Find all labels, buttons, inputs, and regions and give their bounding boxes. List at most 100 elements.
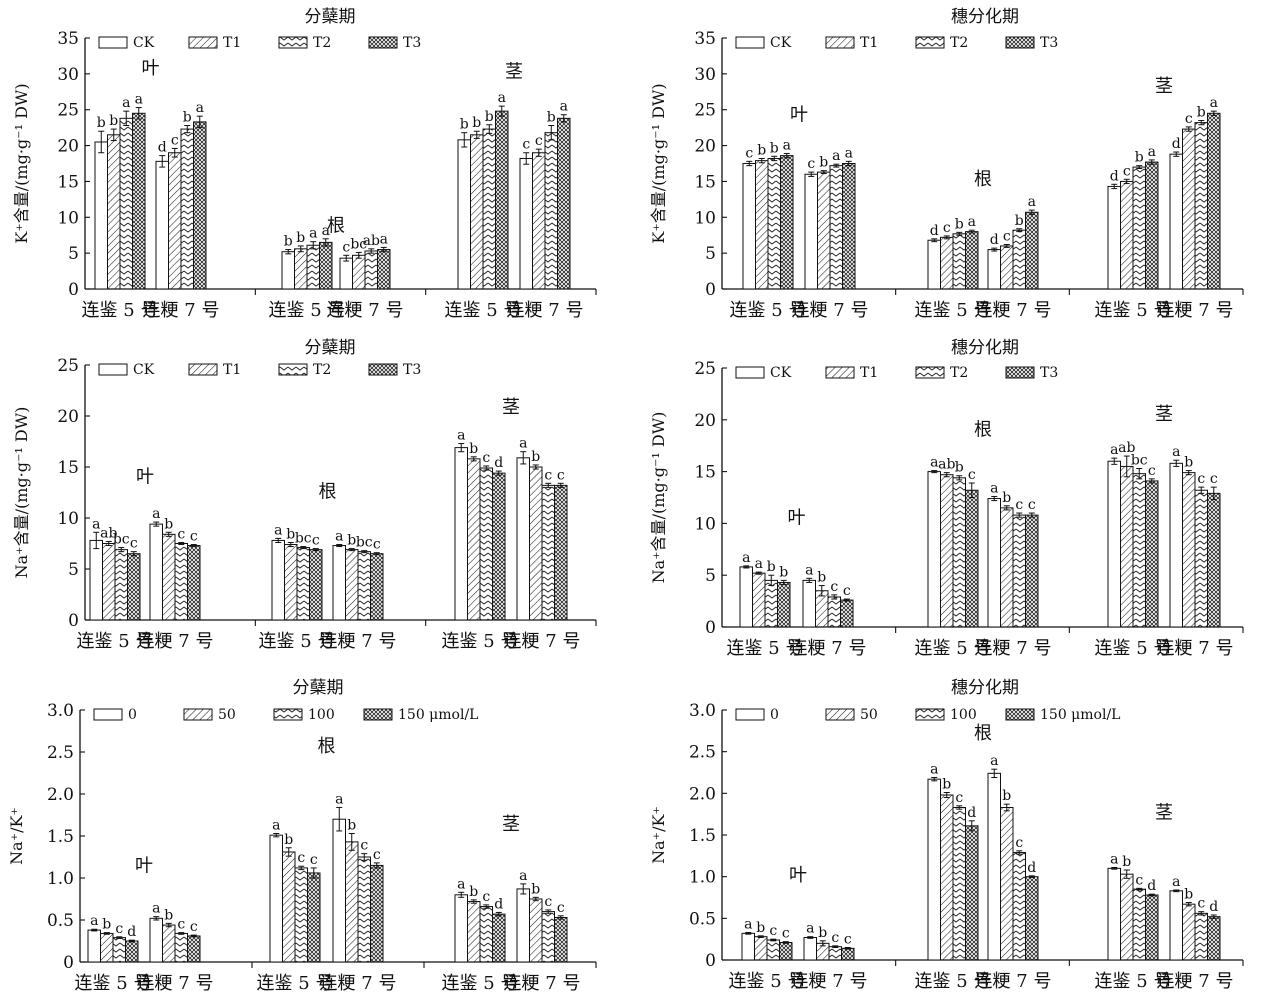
chart-title: 分蘖期 [305,338,356,358]
significance-letter: c [1210,471,1218,487]
y-tick-label: 10 [694,514,716,534]
significance-letter: a [832,148,840,164]
bar [127,553,141,621]
y-tick-label: 0 [68,280,79,300]
y-tick-label: 1.0 [689,868,716,888]
significance-letter: bc [356,535,373,551]
x-category-label: 连鉴 5 号 [1095,300,1172,321]
significance-letter: a [152,506,160,522]
legend-swatch [825,36,855,49]
significance-letter: b [547,109,556,125]
bar [339,257,353,290]
legend-swatch [273,708,303,721]
significance-letter: b [818,925,827,941]
y-axis-label: Na⁺含量/(mg·g⁻¹ DW) [12,407,31,579]
significance-letter: a [196,100,204,116]
bar [541,484,555,621]
x-category-label: 连粳 7 号 [327,300,404,321]
x-category-label: 连鉴 5 号 [727,638,804,659]
significance-letter: c [482,450,490,466]
significance-letter: c [373,537,381,553]
significance-letter: b [460,117,469,133]
x-category-label: 连鉴 5 号 [442,631,519,652]
bar [965,231,979,290]
significance-letter: ab [938,457,955,473]
legend-swatch [183,708,213,721]
bar [987,772,1001,961]
significance-letter: b [469,441,478,457]
bar [1120,180,1134,290]
bar [482,128,496,290]
bar [1132,473,1146,628]
significance-letter: b [1184,455,1193,471]
bar [1145,161,1159,290]
bar [492,913,506,963]
significance-letter: c [177,917,185,933]
bar [940,794,954,961]
significance-letter: b [284,832,293,848]
significance-letter: c [955,790,963,806]
legend-label: T3 [403,35,421,51]
bar [927,471,941,628]
x-category-label: 连鉴 5 号 [259,631,336,652]
x-category-label: 连粳 7 号 [791,971,868,992]
significance-letter: c [1003,229,1011,245]
significance-letter: b [296,230,305,246]
x-category-label: 连粳 7 号 [507,300,584,321]
y-tick-label: 2.5 [47,743,74,763]
bar [174,543,188,621]
significance-letter: a [845,145,853,161]
bar [470,134,484,290]
significance-letter: a [322,223,330,239]
x-category-label: 连鉴 5 号 [257,973,334,994]
chart-title: 分蘖期 [305,7,356,27]
significance-letter: b [1184,887,1193,903]
significance-letter: a [272,817,280,833]
bar [1169,153,1183,290]
x-category-label: 连粳 7 号 [137,973,214,994]
bar [364,250,378,290]
bar [840,599,854,628]
bar [193,121,207,290]
legend-swatch [1005,708,1035,721]
x-category-label: 连鉴 5 号 [915,638,992,659]
significance-letter: b [1002,788,1011,804]
bar [842,163,856,290]
significance-letter: ab [1118,440,1135,456]
bar [554,916,568,963]
significance-letter: b [767,559,776,575]
bar [927,239,941,290]
y-tick-label: 1.5 [689,826,716,846]
significance-letter: a [755,556,763,572]
legend-label: 100 [308,707,335,723]
significance-letter: c [177,526,185,542]
significance-letter: c [482,889,490,905]
significance-letter: a [122,95,130,111]
bar [269,834,283,963]
bar [100,932,114,963]
bar [125,940,139,963]
significance-letter: c [1197,896,1205,912]
significance-letter: c [830,579,838,595]
y-tick-label: 25 [694,101,716,121]
significance-letter: c [522,137,530,153]
bar [927,778,941,961]
y-tick-label: 20 [57,137,79,157]
significance-letter: c [782,926,790,942]
bar [1000,245,1014,290]
significance-letter: d [1172,136,1181,152]
y-tick-label: 25 [57,101,79,121]
x-category-label: 连粳 7 号 [975,638,1052,659]
significance-letter: a [1148,144,1156,160]
significance-letter: ab [100,525,117,541]
y-tick-label: 1.5 [47,827,74,847]
bar [1169,462,1183,628]
y-tick-label: 20 [694,411,716,431]
y-tick-label: 0.5 [47,911,74,931]
significance-letter: c [1185,111,1193,127]
significance-letter: d [1209,899,1218,915]
bar [952,477,966,628]
bar [777,581,791,628]
legend-label: T1 [860,35,878,51]
